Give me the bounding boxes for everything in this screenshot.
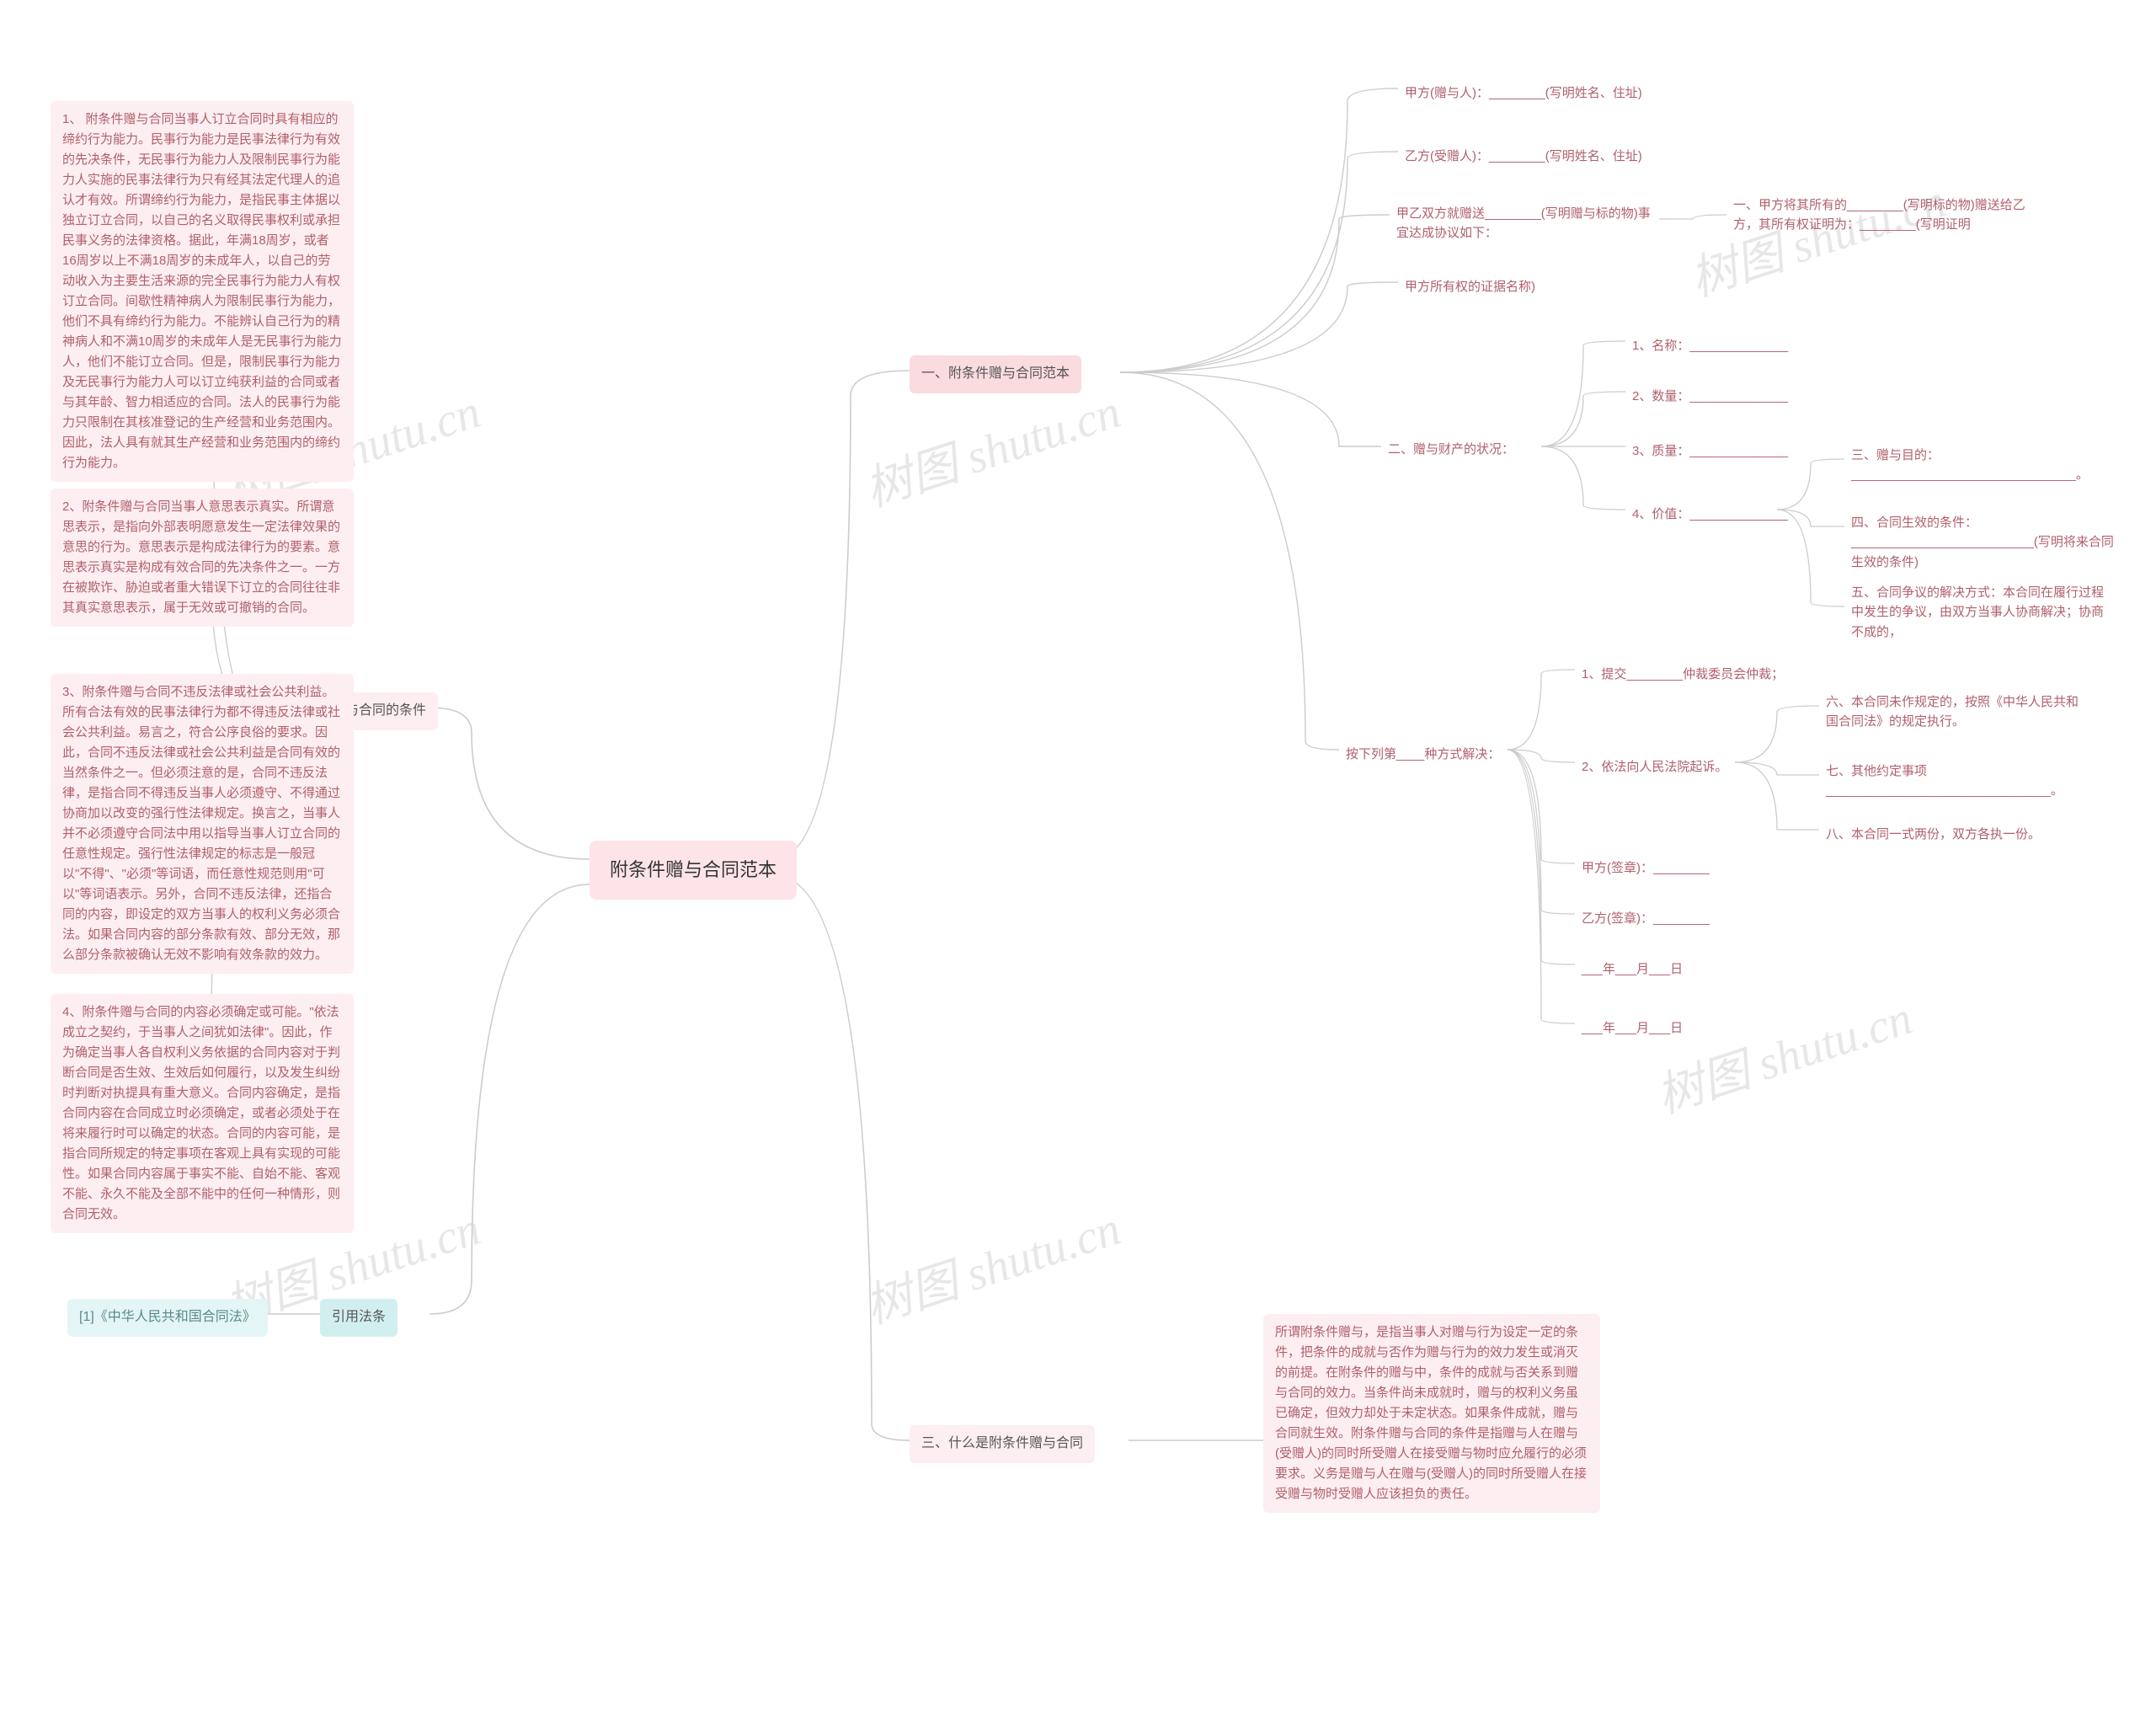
b1-s1: 1、提交________仲裁委员会仲裁； <box>1575 661 1790 687</box>
b1-p4: 4、价值：______________ <box>1625 501 1795 527</box>
b1-p2: 2、数量：______________ <box>1625 383 1795 409</box>
branch1-title: 一、附条件赠与合同范本 <box>910 355 1081 393</box>
b1-s2-r3: 八、本合同一式两份，双方各执一份。 <box>1819 821 2047 847</box>
b1-date2: ___年___月___日 <box>1575 1015 1689 1041</box>
citation-title: 引用法条 <box>320 1299 398 1337</box>
branch3-text: 所谓附条件赠与，是指当事人对赠与行为设定一定的条件，把条件的成就与否作为赠与行为… <box>1263 1314 1600 1513</box>
b1-date1: ___年___月___日 <box>1575 956 1689 982</box>
branch3-title: 三、什么是附条件赠与合同 <box>910 1425 1095 1463</box>
watermark: 树图 shutu.cn <box>855 1190 1128 1337</box>
b1-s2: 2、依法向人民法院起诉。 <box>1575 754 1734 780</box>
b2-t3: 3、附条件赠与合同不违反法律或社会公共利益。所有合法有效的民事法律行为都不得违反… <box>51 674 354 974</box>
b1-agreement: 甲乙双方就赠送________(写明赠与标的物)事宜达成协议如下： <box>1390 200 1659 247</box>
b1-p4-r3: 五、合同争议的解决方式：本合同在履行过程中发生的争议，由双方当事人协商解决；协商… <box>1844 580 2122 645</box>
b1-sig-a: 甲方(签章)：________ <box>1575 855 1716 881</box>
b2-t1: 1、 附条件赠与合同当事人订立合同时具有相应的缔约行为能力。民事行为能力是民事法… <box>51 101 354 482</box>
b1-p4-r1: 三、赠与目的：________________________________。 <box>1844 442 2114 489</box>
root-node: 附条件赠与合同范本 <box>590 841 797 900</box>
b2-t2: 2、附条件赠与合同当事人意思表示真实。所谓意思表示，是指向外部表明愿意发生一定法… <box>51 489 354 627</box>
b1-cert-title: 甲方所有权的证据名称) <box>1398 274 1542 300</box>
b1-agreement-r1: 一、甲方将其所有的________(写明标的物)赠送给乙方，其所有权证明为：__… <box>1726 192 2038 238</box>
b1-sig-b: 乙方(签章)：________ <box>1575 905 1716 932</box>
watermark: 树图 shutu.cn <box>855 373 1128 520</box>
b1-p1: 1、名称：______________ <box>1625 333 1795 359</box>
b1-s2-r1: 六、本合同未作规定的，按照《中华人民共和国合同法》的规定执行。 <box>1819 689 2097 735</box>
b1-solve-title: 按下列第____种方式解决： <box>1339 741 1507 767</box>
b1-party-a: 甲方(赠与人)：________(写明姓名、住址) <box>1398 80 1649 106</box>
b2-t4: 4、附条件赠与合同的内容必须确定或可能。"依法成立之契约，于当事人之间犹如法律"… <box>51 994 354 1233</box>
watermark: 树图 shutu.cn <box>1646 980 1919 1126</box>
b1-p4-r2: 四、合同生效的条件：__________________________(写明将… <box>1844 510 2131 575</box>
citation-text: [1]《中华人民共和国合同法》 <box>67 1299 268 1337</box>
b1-p3: 3、质量：______________ <box>1625 438 1795 464</box>
b1-sec2-title: 二、赠与财产的状况： <box>1381 436 1521 462</box>
b1-s2-r2: 七、其他约定事项________________________________… <box>1819 758 2097 804</box>
b1-party-b: 乙方(受赠人)：________(写明姓名、住址) <box>1398 143 1649 169</box>
